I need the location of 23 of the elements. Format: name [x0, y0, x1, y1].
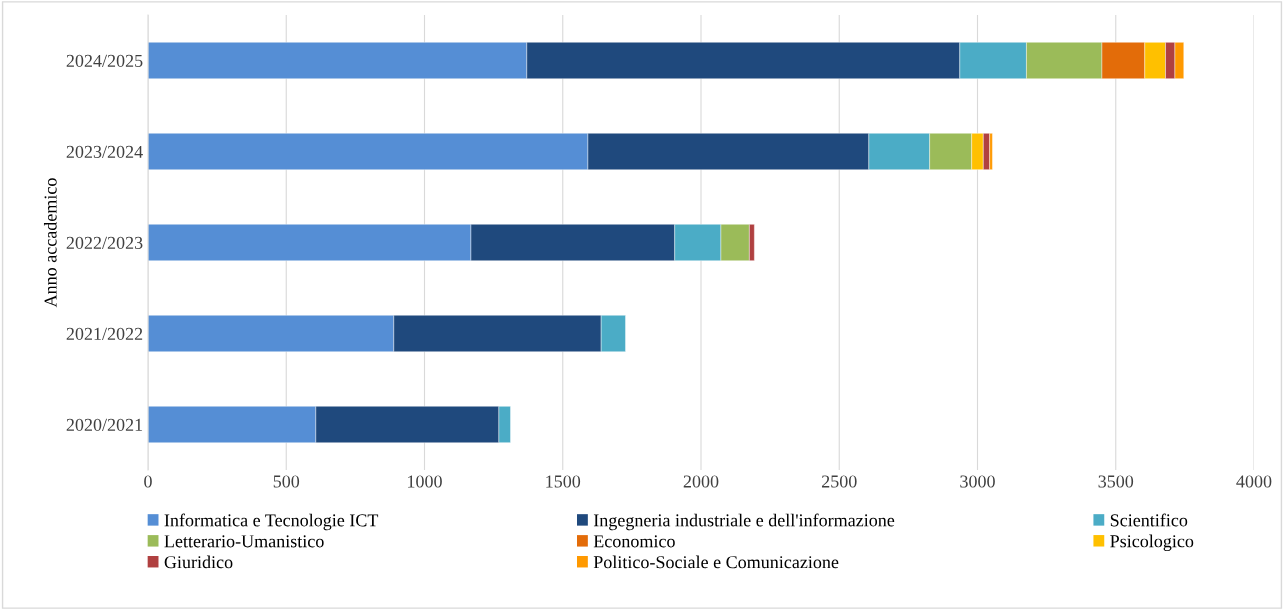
legend-label: Letterario-Umanistico	[164, 535, 324, 548]
x-tick-label: 1000	[408, 475, 442, 488]
legend-label: Politico-Sociale e Comunicazione	[593, 555, 839, 569]
x-tick-label: 0	[144, 475, 152, 488]
x-tick-label: 4000	[1236, 475, 1272, 488]
legend-label: Informatica e Tecnologie ICT	[164, 513, 379, 531]
legend-label: Giuridico	[164, 555, 233, 569]
y-tick-label: 2023/2024	[66, 145, 143, 158]
legend-label: Ingegneria industriale e dell'informazione	[593, 513, 895, 531]
x-tick-label: 2500	[821, 475, 857, 488]
x-tick-label: 3500	[1098, 475, 1134, 488]
y-tick-label: 2020/2021	[66, 418, 143, 431]
y-tick-label: 2024/2025	[66, 54, 143, 67]
x-tick-label: 3000	[960, 475, 995, 488]
legend-label: Psicologico	[1110, 534, 1194, 552]
x-tick-label: 2000	[683, 475, 719, 488]
x-tick-label: 500	[273, 475, 300, 488]
y-tick-label: 2022/2023	[66, 236, 143, 249]
y-tick-label: 2021/2022	[66, 327, 143, 340]
y-axis-title: Anno accademico	[43, 178, 57, 308]
x-tick-label: 1500	[546, 475, 581, 488]
legend-label: Economico	[593, 535, 675, 548]
legend-label: Scientifico	[1110, 513, 1188, 527]
